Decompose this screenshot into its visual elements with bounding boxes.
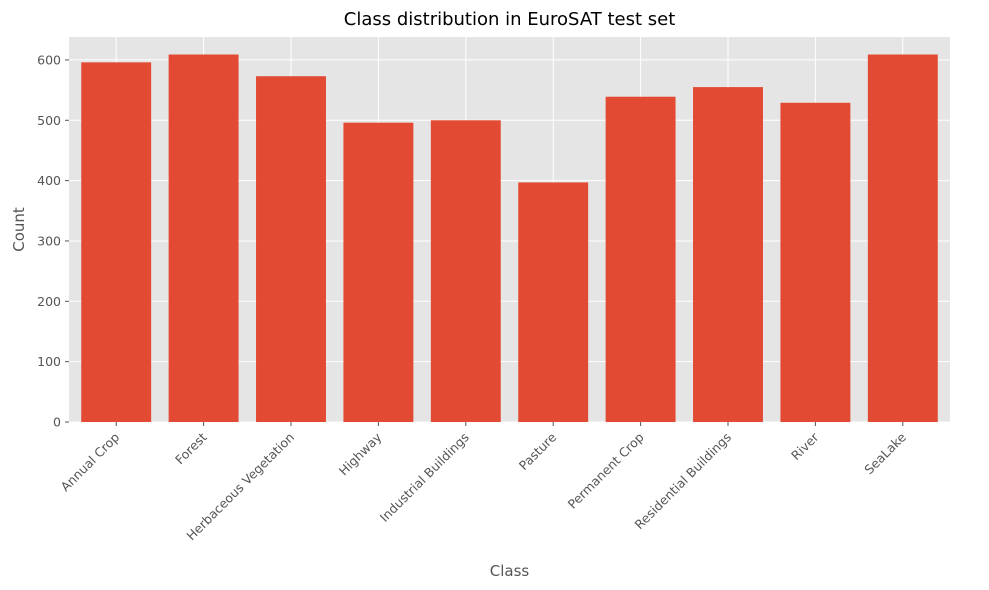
y-tick-label: 200 bbox=[37, 294, 61, 309]
bar-residential-buildings bbox=[693, 87, 763, 422]
chart-title: Class distribution in EuroSAT test set bbox=[344, 9, 676, 30]
bar-annual-crop bbox=[81, 62, 152, 423]
bar-river bbox=[780, 102, 851, 422]
bar-forest bbox=[168, 54, 239, 422]
x-tick-label: Residential Buildings bbox=[632, 430, 735, 533]
x-tick-label: Pasture bbox=[516, 429, 560, 473]
x-tick-label: Forest bbox=[172, 429, 210, 467]
bar-sealake bbox=[867, 54, 938, 422]
y-tick-label: 0 bbox=[53, 415, 61, 430]
bar-highway bbox=[343, 122, 414, 423]
y-tick-label: 100 bbox=[37, 354, 61, 369]
x-tick-label: River bbox=[788, 429, 822, 463]
x-tick-label: SeaLake bbox=[861, 429, 909, 477]
bar-herbaceous-vegetation bbox=[256, 76, 326, 423]
bar-permanent-crop bbox=[605, 96, 676, 422]
y-tick-label: 300 bbox=[37, 233, 61, 248]
y-axis: 0 100 200 300 400 500 600 bbox=[37, 52, 69, 430]
x-tick-label: Highway bbox=[336, 429, 385, 478]
y-axis-label: Count bbox=[10, 207, 28, 252]
x-axis-label: Class bbox=[490, 562, 530, 580]
bar-pasture bbox=[518, 182, 589, 422]
bar-industrial-buildings bbox=[430, 120, 501, 422]
y-tick-label: 400 bbox=[37, 173, 61, 188]
y-tick-label: 600 bbox=[37, 52, 61, 67]
y-tick-label: 500 bbox=[37, 113, 61, 128]
x-tick-label: Annual Crop bbox=[58, 429, 123, 494]
x-tick-label: Industrial Buildings bbox=[377, 430, 472, 525]
bars bbox=[81, 54, 938, 423]
x-tick-label: Permanent Crop bbox=[565, 429, 647, 511]
